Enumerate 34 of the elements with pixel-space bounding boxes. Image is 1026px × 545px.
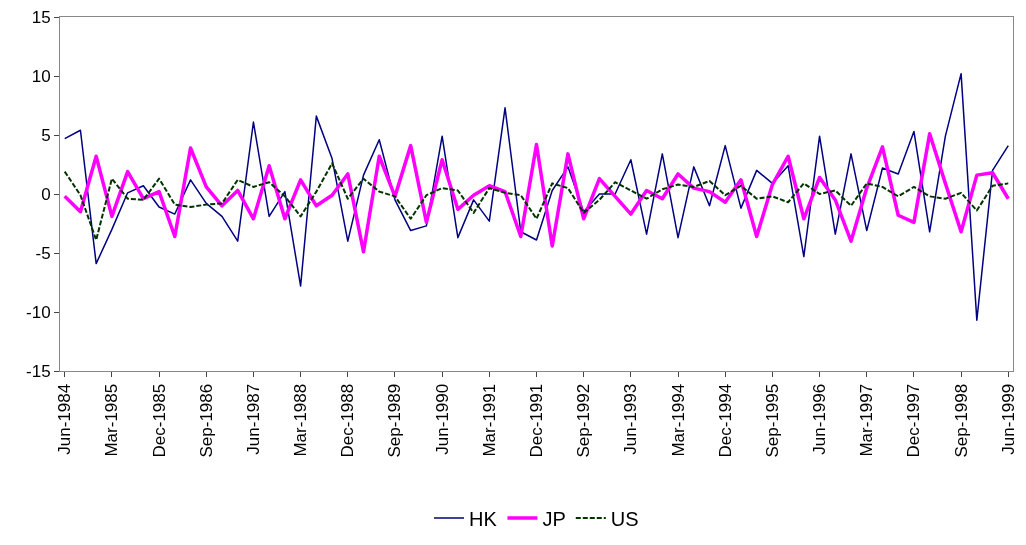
y-tick-label: 0 xyxy=(41,184,51,204)
line-series xyxy=(62,132,1011,254)
y-tick-label: -15 xyxy=(26,361,51,381)
x-tick-label: Dec-1985 xyxy=(149,383,169,458)
legend-label: JP xyxy=(542,507,566,530)
x-tick-label: Mar-1994 xyxy=(668,383,688,457)
x-tick-label: Dec-1994 xyxy=(715,383,735,458)
x-tick-label: Mar-1997 xyxy=(857,383,877,457)
y-tick-label: 10 xyxy=(31,66,51,86)
x-tick-label: Jun-1999 xyxy=(998,383,1018,455)
x-tick-label: Mar-1988 xyxy=(291,383,311,457)
x-tick-label: Jun-1990 xyxy=(432,383,452,455)
x-tick-label: Dec-1991 xyxy=(527,383,547,458)
x-tick-label: Jun-1993 xyxy=(621,383,641,455)
y-tick-label: 5 xyxy=(41,125,51,145)
y-tick-label: -10 xyxy=(26,302,51,322)
x-tick-label: Sep-1986 xyxy=(196,383,216,458)
x-tick-label: Jun-1987 xyxy=(243,383,263,455)
x-tick-label: Mar-1985 xyxy=(102,383,122,457)
x-tick-label: Dec-1988 xyxy=(338,383,358,458)
y-tick-label: 15 xyxy=(31,7,51,27)
x-tick-label: Dec-1997 xyxy=(904,383,924,458)
x-tick-label: Mar-1991 xyxy=(479,383,499,457)
x-tick-label: Sep-1998 xyxy=(951,383,971,458)
x-tick-label: Jun-1984 xyxy=(55,383,75,455)
legend-label: HK xyxy=(469,507,498,530)
x-tick-label: Sep-1995 xyxy=(762,383,782,458)
x-tick-label: Sep-1992 xyxy=(574,383,594,458)
legend-label: US xyxy=(610,507,639,530)
x-tick-label: Sep-1989 xyxy=(385,383,405,458)
line-series xyxy=(63,162,1010,242)
line-series xyxy=(63,72,1010,322)
y-tick-label: -5 xyxy=(35,243,51,263)
x-tick-label: Jun-1996 xyxy=(810,383,830,455)
